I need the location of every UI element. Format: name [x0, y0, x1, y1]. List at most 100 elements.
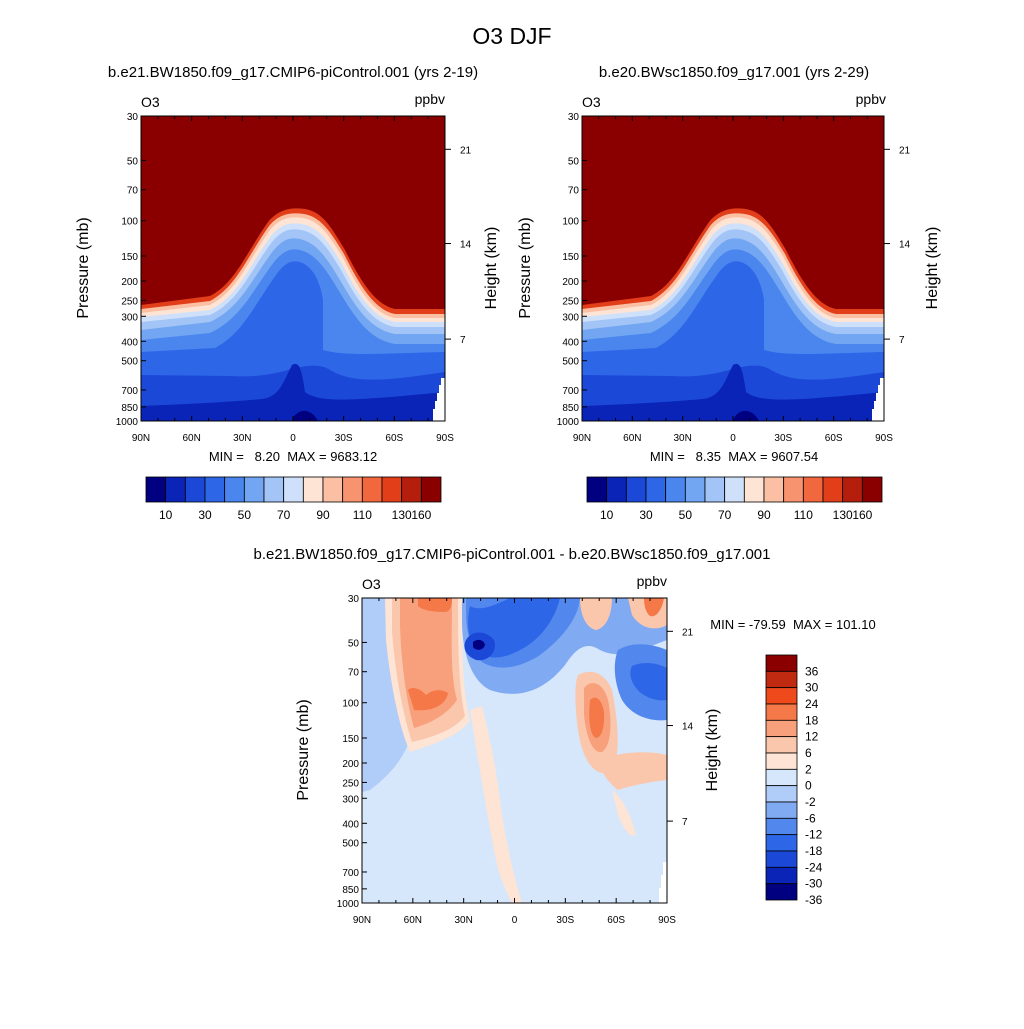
x-tick-label: 60S [607, 915, 625, 926]
y-tick-label: 30 [568, 112, 580, 123]
colorbar-label: -12 [805, 828, 823, 842]
y-tick-label: 1000 [557, 417, 580, 428]
panel-title: b.e21.BW1850.f09_g17.CMIP6-piControl.001… [108, 64, 478, 81]
colorbar-label: 10 [600, 508, 614, 522]
diff-region-weakneg [362, 598, 410, 792]
colorbar-swatch [763, 476, 785, 503]
y2-axis: 21 14 7 [667, 627, 694, 828]
x-tick-label: 30S [556, 915, 574, 926]
colorbar-swatch [765, 752, 798, 770]
colorbar-label: 50 [238, 508, 252, 522]
colorbar-swatch [822, 476, 844, 503]
contour-band-blue5 [582, 363, 884, 421]
colorbar-swatch [765, 768, 798, 787]
diff-region-pos-hot2 [408, 687, 448, 711]
colorbar-swatch [765, 703, 798, 721]
x-axis: 90N 60N 30N 0 30S 60S 90S [132, 116, 454, 444]
colorbar-swatch [361, 476, 383, 503]
colorbar-swatch [263, 476, 285, 503]
y-tick-label: 1000 [337, 899, 360, 910]
y2-tick-label: 14 [460, 240, 472, 251]
colorbar-swatch [342, 476, 363, 503]
y-tick-label: 50 [568, 156, 580, 167]
y-tick-label: 150 [562, 252, 579, 263]
y-tick-label: 400 [562, 337, 579, 348]
x-axis: 90N 60N 30N 0 30S 60S 90S [573, 116, 893, 444]
colorbar-swatch [381, 476, 403, 503]
y2-tick-label: 14 [899, 240, 911, 251]
colorbar-swatch [145, 476, 167, 503]
y2-tick-label: 7 [682, 817, 688, 828]
diff-region-stop [580, 598, 612, 630]
y-tick-label: 150 [121, 252, 138, 263]
colorbar-swatch [802, 476, 824, 503]
colorbar-label: 30 [639, 508, 653, 522]
y-tick-label: 100 [562, 217, 579, 228]
colorbar-swatch [665, 476, 686, 503]
colorbar-label: 90 [757, 508, 771, 522]
stats-label: MIN = -79.59 MAX = 101.10 [710, 617, 875, 632]
colorbar-label: 10 [159, 508, 173, 522]
y-tick-label: 200 [342, 759, 359, 770]
y-tick-label: 50 [127, 156, 139, 167]
colorbar-swatch [645, 476, 667, 503]
colorbar-label: 30 [198, 508, 212, 522]
y2-tick-label: 7 [460, 335, 466, 346]
y-tick-label: 300 [121, 312, 138, 323]
colorbar-label: 160 [411, 508, 431, 522]
units-label: ppbv [415, 91, 445, 107]
colorbar-swatch [765, 817, 798, 836]
x-tick-label: 60N [404, 915, 422, 926]
panel-difference: b.e21.BW1850.f09_g17.CMIP6-piControl.001… [253, 546, 875, 926]
colorbar-label: -18 [805, 844, 823, 858]
colorbar-swatch [765, 736, 798, 754]
panel-title: b.e20.BWsc1850.f09_g17.001 (yrs 2-29) [599, 64, 869, 81]
diff-region-sband [600, 752, 667, 790]
colorbar-label: 6 [805, 746, 812, 760]
colorbar-swatch [684, 476, 706, 503]
y-tick-label: 250 [121, 296, 138, 307]
colorbar-swatch [165, 476, 186, 503]
colorbar-swatch [861, 476, 883, 503]
x-tick-label: 90N [132, 433, 150, 444]
colorbar-swatch [625, 476, 647, 503]
x-tick-label: 30S [335, 433, 353, 444]
colorbar: 36 30 24 18 12 6 2 0 -2 -6 -12 -18 -24 -30 -36 [765, 654, 823, 907]
contour-field [141, 116, 445, 421]
y-tick-label: 150 [342, 734, 359, 745]
stats-label: MIN = 8.20 MAX = 9683.12 [209, 449, 377, 464]
colorbar-label: 36 [805, 664, 819, 678]
y-axis: 30 50 70 100 150 200 250 300 400 500 700 850 1000 [116, 112, 146, 428]
y-tick-label: 300 [342, 794, 359, 805]
colorbar-swatch [283, 476, 304, 503]
colorbar-label: 70 [277, 508, 291, 522]
y-tick-label: 50 [348, 638, 360, 649]
colorbar-label: -36 [805, 893, 823, 907]
missing-data [433, 378, 445, 421]
y-tick-label: 700 [342, 868, 359, 879]
colorbar-label: 130 [833, 508, 853, 522]
y2-axis: 21 14 7 [445, 145, 472, 346]
y2-tick-label: 21 [682, 627, 694, 638]
colorbar-swatch [765, 687, 798, 705]
missing-data [659, 862, 667, 903]
y-tick-label: 400 [121, 337, 138, 348]
units-label: ppbv [637, 573, 667, 589]
y2-axis: 21 14 7 [884, 145, 911, 346]
colorbar-swatch [765, 801, 798, 819]
colorbar-swatch [842, 476, 863, 503]
colorbar-label: -2 [805, 795, 816, 809]
diff-region-pos-hot [418, 598, 452, 612]
colorbar-swatch [204, 476, 226, 503]
variable-label: O3 [582, 94, 601, 110]
x-tick-label: 60N [182, 433, 200, 444]
y-tick-label: 100 [121, 217, 138, 228]
colorbar-label: 24 [805, 697, 819, 711]
colorbar-swatch [743, 476, 765, 503]
colorbar-label: -24 [805, 860, 823, 874]
diff-region-sband2 [612, 790, 636, 836]
contour-band-darkblue [733, 410, 759, 421]
missing-data [872, 378, 884, 421]
variable-label: O3 [141, 94, 160, 110]
y-tick-label: 500 [562, 357, 579, 368]
